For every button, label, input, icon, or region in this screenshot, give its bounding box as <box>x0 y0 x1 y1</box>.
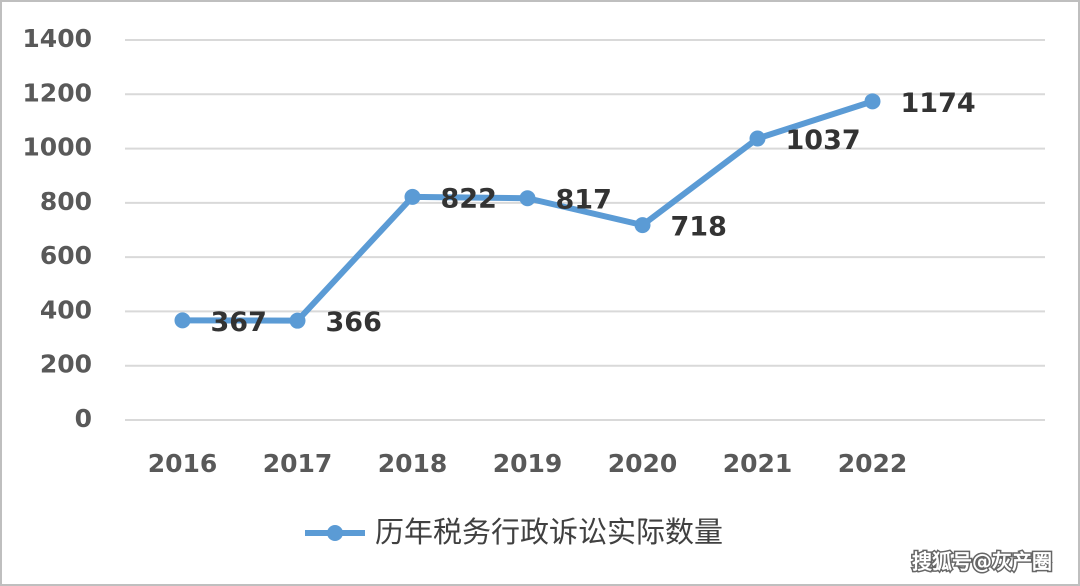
y-tick-label: 0 <box>75 404 92 433</box>
data-label: 1174 <box>901 88 976 119</box>
x-tick-label: 2021 <box>723 449 793 478</box>
watermark: 搜狐号@灰产圈 <box>912 550 1052 574</box>
data-point <box>864 93 881 110</box>
x-tick-label: 2016 <box>148 449 218 478</box>
data-point <box>289 312 306 329</box>
data-point <box>634 217 651 234</box>
y-tick-label: 1000 <box>22 133 92 162</box>
x-tick-label: 2017 <box>263 449 333 478</box>
x-tick-label: 2022 <box>838 449 908 478</box>
x-tick-label: 2020 <box>608 449 678 478</box>
data-label: 366 <box>326 307 382 338</box>
data-point <box>174 312 191 329</box>
y-tick-label: 200 <box>40 350 92 379</box>
y-tick-label: 1400 <box>22 24 92 53</box>
legend-label: 历年税务行政诉讼实际数量 <box>375 515 723 549</box>
data-point <box>519 190 536 207</box>
data-label: 822 <box>441 183 497 214</box>
data-point <box>749 130 766 147</box>
legend-marker <box>327 525 343 541</box>
data-point <box>404 188 421 205</box>
x-tick-label: 2018 <box>378 449 448 478</box>
data-label: 1037 <box>786 125 861 156</box>
y-tick-label: 400 <box>40 295 92 324</box>
y-tick-label: 1200 <box>22 78 92 107</box>
y-tick-label: 800 <box>40 187 92 216</box>
data-label: 718 <box>671 212 727 243</box>
data-label: 817 <box>556 185 612 216</box>
y-tick-label: 600 <box>40 241 92 270</box>
x-tick-label: 2019 <box>493 449 563 478</box>
data-label: 367 <box>211 307 267 338</box>
